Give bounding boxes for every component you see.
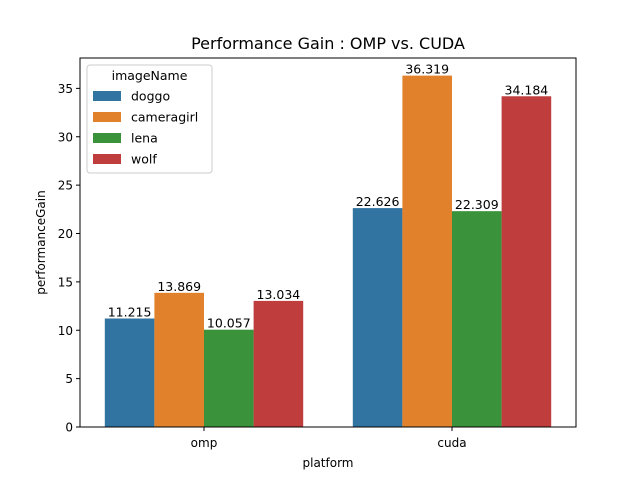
legend: imageName doggo cameragirl lena wolf xyxy=(86,64,213,174)
y-axis-ticks: 0 5 10 15 20 25 30 35 xyxy=(58,82,80,435)
bar-value-label-wolf-omp: 13.034 xyxy=(257,287,301,302)
legend-label-wolf: wolf xyxy=(131,152,157,167)
x-axis-label: platform xyxy=(303,456,354,470)
bar-value-label-lena-cuda: 22.309 xyxy=(455,197,499,212)
y-tick-label: 0 xyxy=(65,421,73,435)
bar-cameragirl-omp xyxy=(154,292,204,427)
bar-value-label-cameragirl-cuda: 36.319 xyxy=(405,62,449,77)
bar-cameragirl-cuda xyxy=(402,75,452,428)
bar-value-label-doggo-omp: 11.215 xyxy=(108,304,152,319)
y-tick-label: 15 xyxy=(58,275,73,289)
y-tick-label: 10 xyxy=(58,324,73,338)
y-tick-label: 35 xyxy=(58,82,73,96)
bars-group xyxy=(104,75,552,428)
bar-lena-omp xyxy=(204,329,254,427)
legend-swatch-lena xyxy=(93,133,121,143)
bar-value-label-doggo-cuda: 22.626 xyxy=(356,194,400,209)
legend-title: imageName xyxy=(112,68,188,83)
bar-labels-group: 11.215 22.626 13.869 36.319 10.057 22.309 13.0… xyxy=(108,62,549,331)
legend-label-cameragirl: cameragirl xyxy=(131,110,198,125)
y-tick-label: 20 xyxy=(58,227,73,241)
bar-doggo-omp xyxy=(104,318,155,427)
bar-lena-cuda xyxy=(452,211,502,427)
plot-frame xyxy=(79,57,577,428)
bar-wolf-cuda xyxy=(501,96,552,427)
x-tick-label-omp: omp xyxy=(191,436,218,450)
bar-value-label-lena-omp: 10.057 xyxy=(207,316,251,331)
bar-value-label-cameragirl-omp: 13.869 xyxy=(157,279,201,294)
bar-value-label-wolf-cuda: 34.184 xyxy=(505,82,549,97)
y-tick-label: 30 xyxy=(58,130,73,144)
legend-label-lena: lena xyxy=(131,131,158,146)
chart-title: Performance Gain : OMP vs. CUDA xyxy=(191,34,465,53)
y-axis-label: performanceGain xyxy=(34,190,48,294)
legend-label-doggo: doggo xyxy=(131,89,170,104)
y-tick-label: 25 xyxy=(58,179,73,193)
legend-swatch-doggo xyxy=(93,91,121,101)
bar-wolf-omp xyxy=(253,300,304,427)
legend-swatch-wolf xyxy=(93,154,121,164)
x-tick-label-cuda: cuda xyxy=(437,436,466,450)
y-tick-label: 5 xyxy=(65,372,73,386)
legend-swatch-cameragirl xyxy=(93,112,121,122)
x-axis-ticks: omp cuda xyxy=(191,427,467,450)
bar-doggo-cuda xyxy=(352,208,403,427)
